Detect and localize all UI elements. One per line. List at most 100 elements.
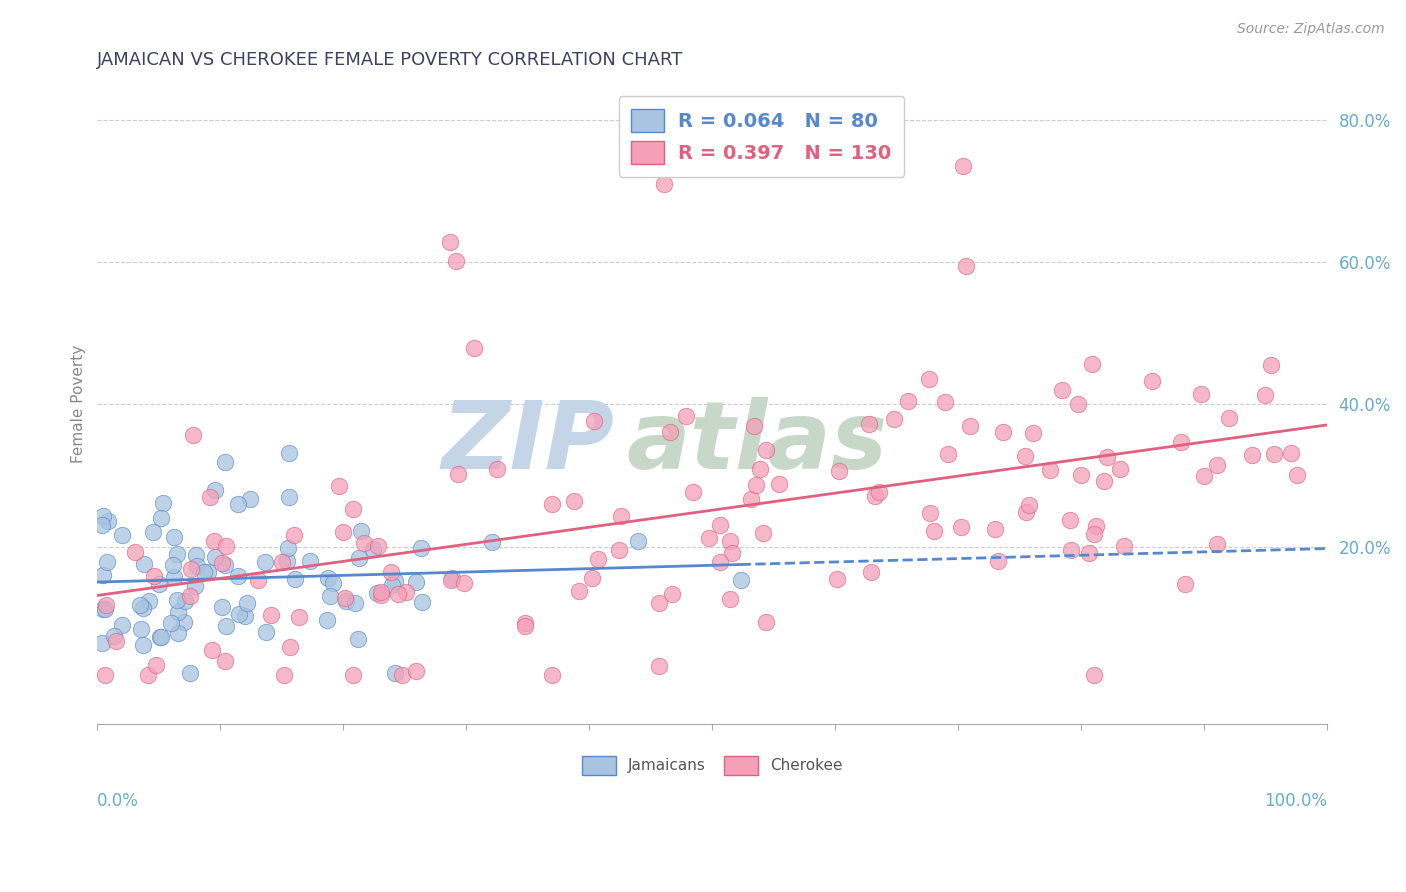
Point xyxy=(742,418,765,433)
Point xyxy=(959,419,981,434)
Text: 0.0%: 0.0% xyxy=(97,792,139,810)
Point xyxy=(648,595,671,609)
Point xyxy=(952,159,974,173)
Point xyxy=(105,634,128,648)
Point xyxy=(162,558,184,573)
Text: JAMAICAN VS CHEROKEE FEMALE POVERTY CORRELATION CHART: JAMAICAN VS CHEROKEE FEMALE POVERTY CORR… xyxy=(97,51,683,69)
Point xyxy=(486,462,509,476)
Point xyxy=(868,484,890,499)
Point xyxy=(214,455,236,469)
Point xyxy=(718,591,741,606)
Point xyxy=(273,667,295,681)
Point xyxy=(1260,358,1282,372)
Point xyxy=(709,518,731,533)
Point xyxy=(1059,513,1081,527)
Point xyxy=(562,494,585,508)
Point xyxy=(1194,469,1216,483)
Point xyxy=(1077,545,1099,559)
Point xyxy=(439,573,461,587)
Point xyxy=(858,417,880,431)
Point xyxy=(1174,577,1197,591)
Point xyxy=(745,478,768,492)
Point xyxy=(1018,498,1040,512)
Point xyxy=(697,531,720,545)
Point xyxy=(94,667,117,681)
Point xyxy=(1022,426,1045,441)
Point xyxy=(609,509,631,524)
Point xyxy=(463,341,485,355)
Point xyxy=(1286,467,1309,482)
Point xyxy=(288,610,311,624)
Point xyxy=(167,605,190,619)
Point xyxy=(132,558,155,572)
Point xyxy=(381,578,404,592)
Point xyxy=(149,630,172,644)
Point xyxy=(94,599,117,613)
Point xyxy=(131,638,153,652)
Point xyxy=(350,524,373,538)
Point xyxy=(568,583,591,598)
Point xyxy=(949,520,972,534)
Point xyxy=(111,617,134,632)
Point xyxy=(922,524,945,539)
Point xyxy=(1067,397,1090,411)
Point xyxy=(204,550,226,565)
Point xyxy=(239,491,262,506)
Point xyxy=(211,556,233,570)
Point xyxy=(149,630,172,644)
Point xyxy=(363,542,385,557)
Point xyxy=(284,572,307,586)
Point xyxy=(226,497,249,511)
Point xyxy=(129,622,152,636)
Point xyxy=(1253,388,1275,402)
Point xyxy=(166,547,188,561)
Point xyxy=(254,625,277,640)
Point xyxy=(90,518,112,533)
Point xyxy=(214,558,236,573)
Point xyxy=(446,467,468,481)
Point xyxy=(513,616,536,631)
Point xyxy=(395,584,418,599)
Point xyxy=(1112,539,1135,553)
Point xyxy=(166,625,188,640)
Point xyxy=(96,555,118,569)
Point xyxy=(768,477,790,491)
Point xyxy=(129,598,152,612)
Point xyxy=(827,572,849,586)
Point xyxy=(1014,449,1036,463)
Point xyxy=(160,616,183,631)
Point xyxy=(228,607,250,621)
Point xyxy=(1189,386,1212,401)
Point xyxy=(277,446,299,460)
Point xyxy=(384,574,406,588)
Point xyxy=(91,508,114,523)
Point xyxy=(215,619,238,633)
Point xyxy=(342,502,364,516)
Point xyxy=(991,425,1014,440)
Point xyxy=(1014,505,1036,519)
Point xyxy=(453,576,475,591)
Point xyxy=(627,534,650,549)
Point xyxy=(316,571,339,585)
Text: atlas: atlas xyxy=(626,397,887,489)
Point xyxy=(897,393,920,408)
Legend: Jamaicans, Cherokee: Jamaicans, Cherokee xyxy=(576,750,849,780)
Point xyxy=(197,565,219,579)
Point xyxy=(405,575,427,590)
Point xyxy=(198,490,221,504)
Point xyxy=(384,665,406,680)
Point xyxy=(740,492,762,507)
Point xyxy=(96,514,118,528)
Point xyxy=(193,565,215,579)
Point xyxy=(411,595,433,609)
Point xyxy=(149,510,172,524)
Point xyxy=(859,565,882,579)
Point xyxy=(541,667,564,681)
Point xyxy=(405,664,427,678)
Point xyxy=(145,657,167,672)
Point xyxy=(721,546,744,560)
Point xyxy=(752,525,775,540)
Point xyxy=(718,534,741,549)
Point xyxy=(917,371,939,385)
Point xyxy=(328,479,350,493)
